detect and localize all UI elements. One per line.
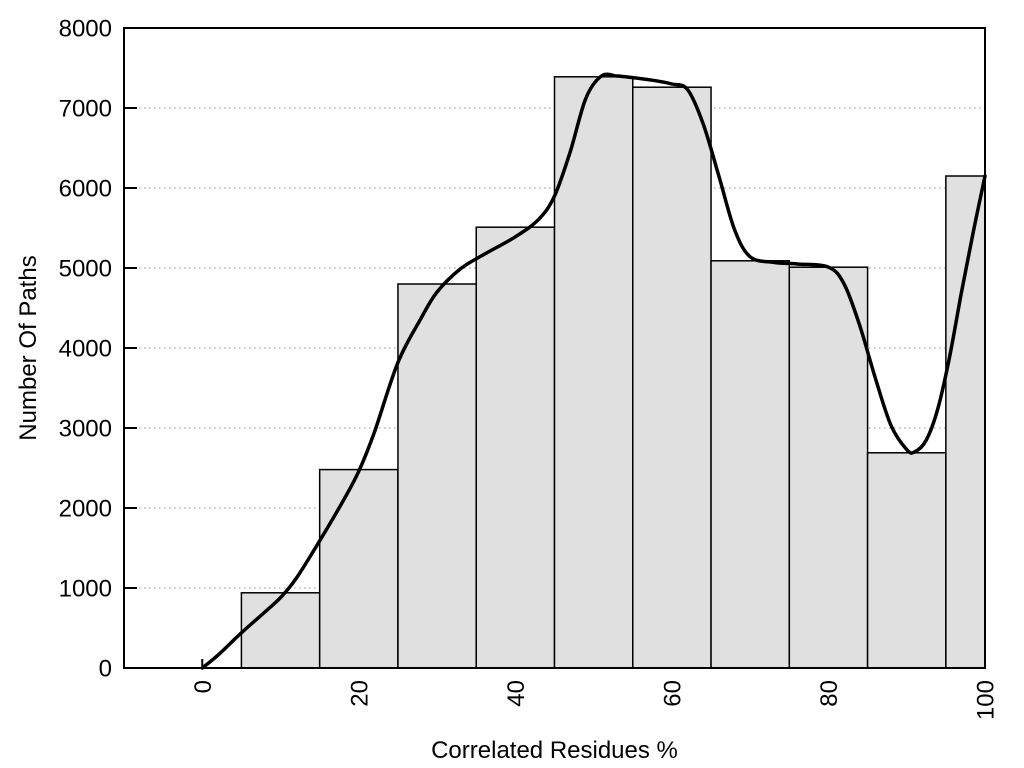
histogram-bar bbox=[632, 86, 712, 669]
x-axis-title: Correlated Residues % bbox=[431, 737, 678, 764]
y-tick-label: 0 bbox=[99, 656, 112, 683]
histogram-bar bbox=[318, 468, 399, 669]
x-tick-label: 0 bbox=[190, 680, 217, 693]
histogram-bar bbox=[710, 260, 791, 669]
y-tick-label: 8000 bbox=[59, 16, 112, 43]
y-tick-label: 6000 bbox=[59, 176, 112, 203]
x-tick-label: 20 bbox=[346, 680, 373, 707]
y-tick-label: 3000 bbox=[59, 416, 112, 443]
histogram-bar bbox=[945, 175, 986, 669]
y-tick-label: 5000 bbox=[59, 256, 112, 283]
density-curve bbox=[200, 72, 987, 670]
histogram-bar bbox=[866, 452, 947, 669]
histogram-bar bbox=[240, 592, 321, 669]
y-tick-label: 4000 bbox=[59, 336, 112, 363]
histogram-bar bbox=[553, 76, 634, 669]
x-tick-label: 100 bbox=[973, 680, 1000, 720]
y-tick-label: 7000 bbox=[59, 96, 112, 123]
y-tick-label: 1000 bbox=[59, 576, 112, 603]
x-tick-label: 40 bbox=[503, 680, 530, 707]
x-tick-label: 80 bbox=[816, 680, 843, 707]
y-tick-label: 2000 bbox=[59, 496, 112, 523]
x-tick-label: 60 bbox=[659, 680, 686, 707]
histogram-bar bbox=[788, 266, 869, 669]
histogram-bar bbox=[475, 226, 556, 669]
plot-border bbox=[123, 27, 986, 669]
y-axis-title: Number Of Paths bbox=[15, 255, 42, 440]
